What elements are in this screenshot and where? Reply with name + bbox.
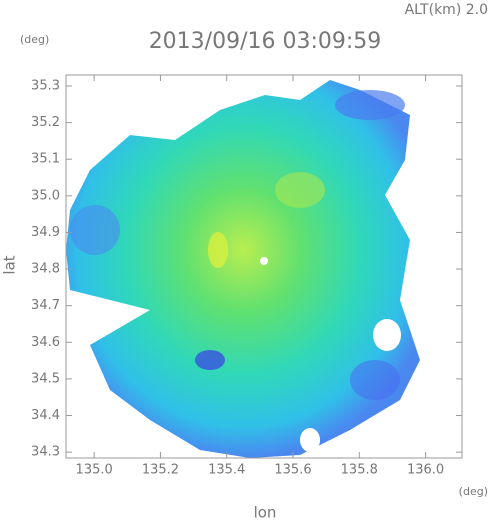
echo-patch: [70, 205, 120, 255]
echo-patch: [275, 172, 325, 208]
y-tick-label: 34.7: [31, 298, 60, 313]
x-tick-label: 135.4: [208, 463, 245, 478]
radar-field: [66, 80, 420, 458]
y-tick-label: 35.0: [31, 188, 60, 203]
echo-gap: [300, 428, 320, 452]
x-tick-label: 135.2: [142, 463, 179, 478]
y-unit: (deg): [20, 33, 49, 46]
y-tick-label: 35.2: [31, 115, 60, 130]
x-tick-label: 136.0: [407, 463, 444, 478]
y-tick-label: 35.3: [31, 78, 60, 93]
plot-frame: [65, 74, 463, 459]
x-tick-label: 135.8: [341, 463, 378, 478]
y-tick-label: 34.8: [31, 262, 60, 277]
subtitle: ALT(km) 2.0: [405, 2, 488, 18]
x-tick-label: 135.0: [76, 463, 113, 478]
y-tick-label: 35.1: [31, 152, 60, 167]
x-unit: (deg): [459, 485, 488, 498]
y-tick-label: 34.9: [31, 225, 60, 240]
echo-patch: [208, 232, 228, 268]
echo-patch: [195, 350, 225, 370]
x-tick-label: 135.6: [274, 463, 311, 478]
radar-site: [260, 257, 268, 265]
y-tick-label: 34.3: [31, 445, 60, 460]
radar-coverage: [66, 80, 420, 458]
x-axis-label: lon: [254, 504, 277, 521]
y-tick-label: 34.5: [31, 371, 60, 386]
y-axis-label: lat: [1, 255, 19, 274]
echo-gap: [373, 319, 401, 351]
echo-patch: [350, 360, 400, 400]
y-tick-label: 34.6: [31, 335, 60, 350]
chart-title: 2013/09/16 03:09:59: [149, 29, 382, 54]
y-tick-label: 34.4: [31, 408, 60, 423]
echo-patch: [335, 90, 405, 120]
